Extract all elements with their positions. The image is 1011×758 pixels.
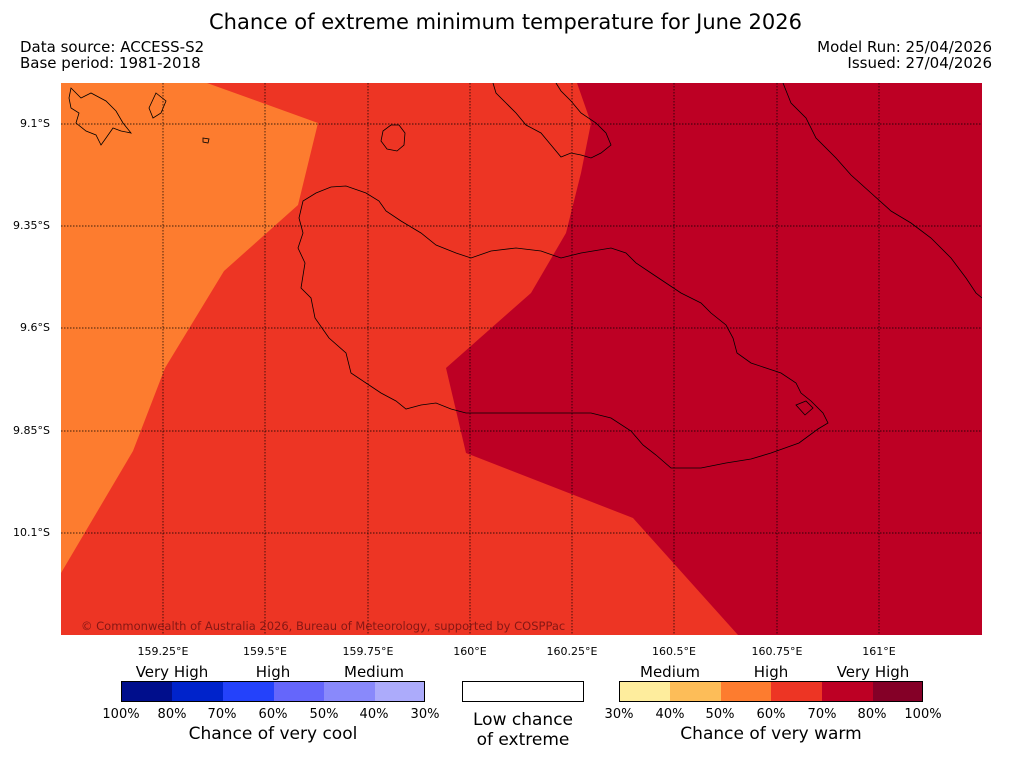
warm-pct-label: 50% bbox=[705, 707, 735, 722]
cool-swatch bbox=[223, 681, 274, 702]
lon-label: 160.5°E bbox=[652, 645, 696, 658]
cool-pct-label: 40% bbox=[359, 707, 389, 722]
cool-pct-label: 60% bbox=[258, 707, 288, 722]
cool-swatch bbox=[375, 681, 425, 702]
savo-island bbox=[380, 124, 406, 152]
copyright-text: © Commonwealth of Australia 2026, Bureau… bbox=[81, 619, 565, 633]
warm-pct-label: 60% bbox=[756, 707, 786, 722]
zone-70-80 bbox=[446, 83, 982, 635]
warm-level-label: Medium bbox=[640, 663, 700, 681]
cool-pct-label: 80% bbox=[157, 707, 187, 722]
low-chance-line-2: of extreme bbox=[476, 730, 570, 750]
lat-label: 9.1°S bbox=[20, 117, 50, 130]
cool-colorbar bbox=[121, 681, 425, 702]
lon-label: 159.25°E bbox=[137, 645, 189, 658]
warm-pct-label: 40% bbox=[655, 707, 685, 722]
warm-level-label: High bbox=[753, 663, 789, 681]
warm-swatch bbox=[721, 681, 771, 702]
map-svg: © Commonwealth of Australia 2026, Bureau… bbox=[61, 83, 982, 635]
warm-colorbar bbox=[619, 681, 923, 702]
coastlines bbox=[68, 83, 982, 469]
warm-pct-label: 70% bbox=[807, 707, 837, 722]
low-chance-line-1: Low chance bbox=[473, 710, 573, 730]
cool-pct-label: 70% bbox=[207, 707, 237, 722]
cool-pct-label: 50% bbox=[309, 707, 339, 722]
warm-swatch bbox=[771, 681, 822, 702]
cool-swatch bbox=[324, 681, 375, 702]
warm-swatch bbox=[619, 681, 670, 702]
russell-islands bbox=[68, 87, 132, 146]
warm-level-label: Very High bbox=[836, 663, 910, 681]
warm-swatch bbox=[670, 681, 721, 702]
warm-swatch bbox=[822, 681, 873, 702]
lon-label: 159.75°E bbox=[342, 645, 394, 658]
guadalcanal-coast bbox=[297, 185, 829, 469]
model-run-text: Model Run: 25/04/2026 bbox=[817, 38, 992, 56]
cool-swatch bbox=[172, 681, 223, 702]
warm-pct-label: 80% bbox=[857, 707, 887, 722]
lat-label: 9.85°S bbox=[13, 424, 50, 437]
warm-pct-label: 30% bbox=[604, 707, 634, 722]
issued-text: Issued: 27/04/2026 bbox=[847, 54, 992, 72]
cool-level-label: High bbox=[255, 663, 291, 681]
lat-label: 9.35°S bbox=[13, 219, 50, 232]
small-islet bbox=[202, 137, 210, 144]
lon-label: 159.5°E bbox=[243, 645, 287, 658]
base-period-text: Base period: 1981-2018 bbox=[20, 54, 201, 72]
cool-caption: Chance of very cool bbox=[188, 724, 358, 744]
cool-swatch bbox=[274, 681, 324, 702]
cool-level-label: Medium bbox=[344, 663, 404, 681]
russell-islands-east bbox=[148, 92, 167, 119]
small-islet-2 bbox=[795, 400, 814, 416]
low-chance-box bbox=[462, 681, 584, 702]
lat-label: 9.6°S bbox=[20, 321, 50, 334]
lat-label: 10.1°S bbox=[13, 526, 50, 539]
graticule bbox=[61, 83, 982, 635]
lon-label: 161°E bbox=[862, 645, 896, 658]
cool-level-label: Very High bbox=[135, 663, 209, 681]
florida-islands bbox=[492, 83, 612, 159]
lon-label: 160.25°E bbox=[546, 645, 598, 658]
warm-swatch bbox=[873, 681, 923, 702]
map-area[interactable]: © Commonwealth of Australia 2026, Bureau… bbox=[61, 83, 982, 635]
cool-pct-label: 100% bbox=[102, 707, 140, 722]
malaita-coast bbox=[782, 83, 982, 299]
cool-swatch bbox=[121, 681, 172, 702]
warm-pct-label: 100% bbox=[904, 707, 942, 722]
cool-pct-label: 30% bbox=[410, 707, 440, 722]
warm-caption: Chance of very warm bbox=[680, 724, 862, 744]
lon-label: 160°E bbox=[453, 645, 487, 658]
lon-label: 160.75°E bbox=[751, 645, 803, 658]
page-title: Chance of extreme minimum temperature fo… bbox=[209, 10, 802, 34]
low-chance-label: Low chance of extreme bbox=[473, 710, 573, 750]
data-source-text: Data source: ACCESS-S2 bbox=[20, 38, 205, 56]
